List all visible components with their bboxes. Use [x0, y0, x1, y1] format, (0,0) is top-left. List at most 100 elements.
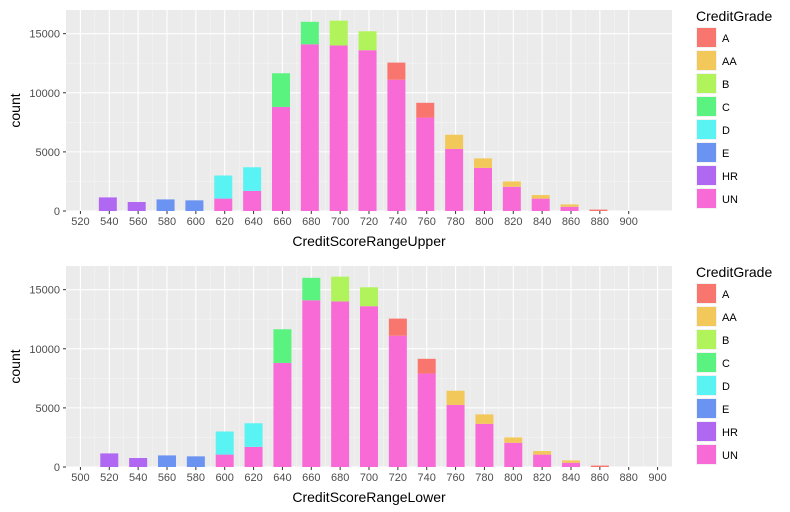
- legend-label-aa: AA: [722, 56, 737, 68]
- bar-segment-un: [417, 373, 436, 467]
- bar-segment-un: [533, 454, 552, 467]
- x-tick-label: 580: [187, 472, 205, 484]
- legend-label-b: B: [722, 79, 729, 91]
- x-tick-label: 680: [302, 216, 320, 228]
- bar-segment-un: [562, 462, 580, 467]
- bar-segment-hr: [129, 458, 148, 467]
- bar-segment-un: [273, 362, 292, 467]
- bar-segment-aa: [531, 195, 550, 199]
- x-tick-label: 700: [360, 472, 378, 484]
- x-tick-label: 780: [446, 216, 464, 228]
- bar-segment-a: [417, 358, 436, 374]
- x-tick-label: 760: [418, 216, 436, 228]
- bar-segment-hr: [127, 202, 146, 211]
- legend-label-b: B: [722, 335, 729, 347]
- x-tick-label: 900: [648, 472, 666, 484]
- chart-upper: 0 5000 10000 15000 520 540 560 580 600 620 640 660 6…: [7, 8, 772, 249]
- bar-segment-hr: [98, 197, 117, 211]
- legend-label-c: C: [722, 102, 730, 114]
- bar-segment-b: [329, 20, 348, 46]
- bar-segment-un: [302, 300, 321, 467]
- bar-segment-c: [271, 73, 290, 107]
- bar-segment-hr: [100, 453, 119, 467]
- legend-swatch-a: [697, 28, 716, 47]
- x-tick-label: 640: [244, 216, 262, 228]
- x-tick-label: 540: [100, 216, 118, 228]
- bar-segment-un: [387, 79, 406, 211]
- y-tick-label: 10000: [29, 344, 60, 356]
- x-tick-label: 660: [302, 472, 320, 484]
- bar-segment-e: [156, 199, 175, 211]
- bar-segment-c: [300, 21, 319, 45]
- legend-label-e: E: [722, 404, 729, 416]
- legend-swatch-un: [697, 445, 716, 464]
- bar-segment-aa: [446, 390, 465, 405]
- legend-swatch-b: [697, 74, 716, 93]
- bar-segment-c: [302, 277, 321, 301]
- x-tick-label: 720: [389, 472, 407, 484]
- legend-swatch-un: [697, 189, 716, 208]
- legend-swatch-e: [697, 143, 716, 162]
- x-tick-label: 860: [562, 216, 580, 228]
- x-tick-label: 900: [620, 216, 638, 228]
- legend-swatch-c: [697, 353, 716, 372]
- bar-segment-un: [360, 306, 378, 467]
- x-tick-label: 680: [331, 472, 349, 484]
- legend-label-hr: HR: [722, 427, 738, 439]
- bar-segment-un: [243, 190, 262, 211]
- bar-segment-c: [273, 329, 292, 363]
- legend-label-a: A: [722, 289, 730, 301]
- legend-label-a: A: [722, 33, 730, 45]
- bar-segment-a: [387, 62, 406, 80]
- x-axis-title: CreditScoreRangeUpper: [292, 233, 446, 249]
- x-tick-label: 800: [504, 472, 522, 484]
- bar-segment-un: [560, 206, 579, 211]
- bar-segment-aa: [504, 437, 523, 443]
- bar-segment-un: [214, 198, 233, 211]
- y-tick-label: 0: [54, 462, 60, 474]
- bar-segment-un: [331, 301, 350, 467]
- legend-swatch-d: [697, 120, 716, 139]
- x-tick-label: 620: [244, 472, 262, 484]
- x-tick-label: 500: [71, 472, 89, 484]
- bar-segment-un: [504, 442, 523, 467]
- y-axis-title: count: [7, 349, 23, 383]
- bar-segment-un: [329, 45, 348, 211]
- bar-segment-e: [185, 200, 204, 211]
- bar-segment-un: [502, 186, 521, 211]
- legend-label-d: D: [722, 125, 730, 137]
- x-tick-label: 740: [389, 216, 407, 228]
- bar-segment-a: [388, 318, 407, 336]
- x-tick-label: 560: [129, 216, 147, 228]
- bar-segment-un: [445, 148, 464, 211]
- x-tick-label: 620: [216, 216, 234, 228]
- legend-swatch-d: [697, 376, 716, 395]
- y-tick-label: 5000: [36, 147, 60, 159]
- legend-label-un: UN: [722, 450, 738, 462]
- bar-segment-un: [215, 454, 234, 467]
- bar-segment-b: [331, 276, 350, 302]
- x-tick-label: 780: [475, 472, 493, 484]
- legend-label-e: E: [722, 148, 729, 160]
- legend-swatch-c: [697, 97, 716, 116]
- legend-label-hr: HR: [722, 171, 738, 183]
- x-tick-label: 840: [533, 216, 551, 228]
- x-tick-label: 700: [331, 216, 349, 228]
- x-tick-label: 880: [620, 472, 638, 484]
- bar-segment-b: [360, 287, 378, 307]
- bar-segment-aa: [502, 181, 521, 187]
- bar-segment-un: [416, 117, 435, 211]
- bar-segment-a: [416, 102, 435, 118]
- y-tick-label: 10000: [29, 88, 60, 100]
- x-tick-label: 660: [273, 216, 291, 228]
- x-tick-label: 760: [446, 472, 464, 484]
- y-tick-label: 5000: [36, 403, 60, 415]
- legend-swatch-b: [697, 330, 716, 349]
- legend-swatch-hr: [697, 166, 716, 185]
- bar-segment-a: [589, 209, 608, 211]
- x-tick-label: 600: [216, 472, 234, 484]
- legend-label-aa: AA: [722, 312, 737, 324]
- bar-segment-un: [300, 44, 319, 211]
- bar-segment-e: [158, 455, 176, 467]
- chart-svg: 0 5000 10000 15000 500 520 540 560 580 600 620 640 6…: [7, 264, 772, 505]
